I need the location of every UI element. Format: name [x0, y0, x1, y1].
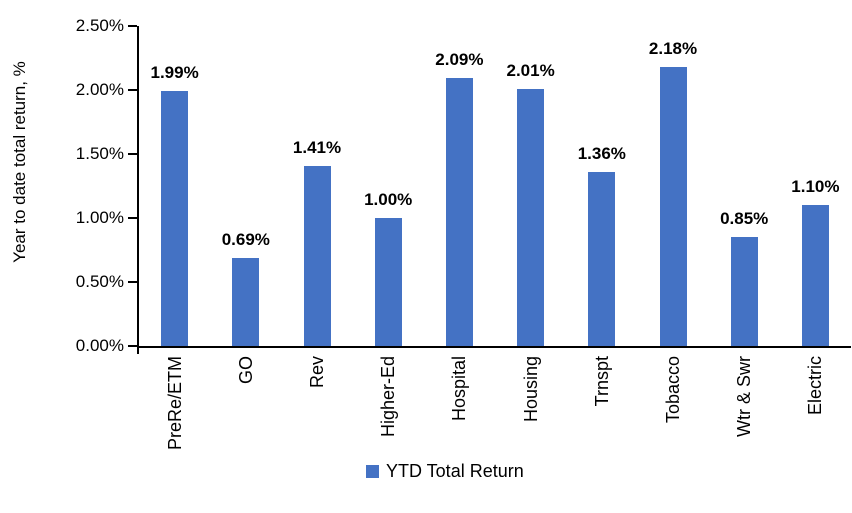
bar-wtr-swr [730, 237, 758, 346]
y-axis-tick-label: 1.00% [75, 208, 124, 227]
legend-label: YTD Total Return [386, 461, 524, 481]
bar-housing [517, 88, 545, 346]
bar-electric [801, 205, 829, 346]
x-axis-label: Hospital [449, 356, 470, 422]
x-axis-label: Wtr & Swr [734, 356, 755, 437]
plot-area: 0.00% 0.50% 1.00% 1.50% 2.00% 2.50% 1.99% PreRe… [76, 16, 851, 450]
bar-go [232, 257, 260, 346]
y-axis-tick [128, 89, 137, 91]
y-axis-tick [128, 153, 137, 155]
x-axis-label: Electric [805, 356, 826, 416]
x-axis-label: Rev [307, 356, 327, 389]
x-axis-label: Housing [520, 356, 541, 423]
bar-value-label: 2.09% [435, 50, 484, 70]
bar-tobacco [659, 66, 687, 346]
bar-value-label: 2.18% [648, 38, 698, 58]
bar-value-label: 1.99% [150, 63, 199, 83]
y-axis-tick-label: 0.00% [75, 336, 124, 355]
legend-swatch [366, 464, 379, 478]
legend: YTD Total Return [366, 461, 524, 481]
x-axis-label: Tobacco [663, 356, 683, 424]
bar-value-label: 1.00% [364, 190, 413, 209]
bar-value-label: 2.01% [506, 60, 555, 80]
bar-trnspt [588, 171, 616, 346]
y-axis-tick-label: 2.50% [75, 16, 124, 35]
bar-rev [303, 165, 331, 346]
bar-value-label: 1.10% [791, 177, 840, 197]
x-axis-origin-tick [137, 346, 139, 354]
y-axis-tick-label: 2.00% [75, 80, 124, 99]
y-axis-tick [128, 25, 137, 27]
bar-value-label: 1.41% [292, 137, 342, 157]
x-axis-label: Higher-Ed [378, 356, 399, 438]
x-axis-label: GO [235, 356, 256, 385]
bar-value-label: 1.36% [577, 143, 626, 163]
x-axis-label: PreRe/ETM [164, 356, 185, 451]
bar-hospital [445, 78, 473, 346]
y-axis-tick-label: 0.50% [75, 272, 124, 291]
bar-prere-etm [161, 91, 189, 346]
bar-value-label: 0.85% [720, 209, 769, 229]
y-axis-tick [128, 345, 137, 347]
bar-higher-ed [374, 218, 402, 346]
y-axis-tick [128, 281, 137, 283]
y-axis-tick-label: 1.50% [75, 144, 124, 163]
bar-value-label: 0.69% [221, 229, 270, 249]
y-axis-tick [128, 217, 137, 219]
x-axis-label: Trnspt [591, 356, 612, 407]
